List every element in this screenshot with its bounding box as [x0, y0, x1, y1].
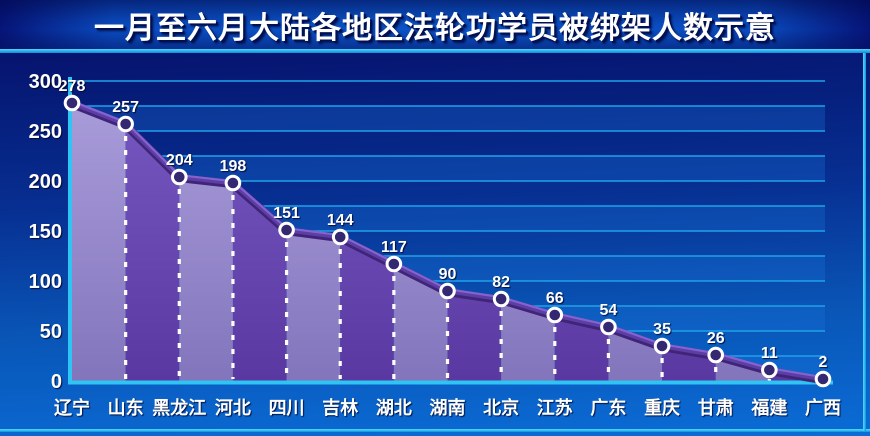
y-tick-label: 0	[51, 371, 62, 393]
data-point-黑龙江	[170, 168, 188, 186]
value-label: 2	[819, 354, 828, 371]
data-point-markers	[63, 94, 832, 388]
data-point-广西	[814, 370, 832, 388]
y-tick-label: 250	[29, 121, 62, 143]
category-label-湖南: 湖南	[430, 397, 466, 418]
data-point-福建	[761, 361, 778, 379]
category-label-山东: 山东	[108, 397, 144, 418]
x-axis-category-labels: 辽宁 山东 黑龙江 河北 四川 吉林 湖北 湖南 北京 江苏 广东 重庆 甘肃 福建 广西	[54, 397, 841, 418]
category-label-河北: 河北	[215, 398, 251, 418]
data-point-吉林	[331, 228, 349, 246]
data-point-甘肃	[707, 346, 725, 364]
value-label: 151	[273, 205, 300, 222]
slide-bottom-border	[0, 429, 870, 432]
axes	[68, 77, 833, 385]
category-label-湖北: 湖北	[376, 398, 412, 418]
category-label-辽宁: 辽宁	[54, 397, 90, 418]
data-point-重庆	[653, 337, 671, 355]
data-point-河北	[224, 174, 242, 192]
data-point-江苏	[546, 306, 564, 324]
title-band: 一月至六月大陆各地区法轮功学员被绑架人数示意	[0, 0, 870, 49]
category-label-广西: 广西	[805, 397, 841, 418]
data-point-湖北	[385, 255, 403, 273]
y-axis-labels: 300 250 200 150 100 50 0	[29, 71, 62, 393]
y-tick-label: 200	[29, 171, 62, 193]
area-fill-columns	[72, 103, 823, 381]
category-label-北京: 北京	[483, 397, 519, 418]
y-tick-label: 50	[40, 321, 62, 343]
value-label: 198	[220, 158, 247, 175]
category-label-黑龙江: 黑龙江	[152, 397, 206, 418]
y-tick-label: 300	[29, 71, 62, 93]
data-point-四川	[278, 221, 295, 239]
data-point-广东	[600, 318, 617, 336]
value-label: 204	[166, 152, 193, 169]
chart-title: 一月至六月大陆各地区法轮功学员被绑架人数示意	[94, 11, 776, 45]
value-label: 11	[761, 345, 778, 362]
category-label-重庆: 重庆	[644, 397, 680, 418]
value-label: 82	[492, 274, 510, 291]
category-label-福建: 福建	[750, 397, 787, 418]
value-label: 144	[327, 212, 354, 229]
value-label: 54	[600, 302, 618, 319]
category-droplines	[124, 136, 771, 382]
data-point-湖南	[439, 282, 456, 300]
category-label-广东: 广东	[590, 397, 626, 418]
value-labels: 278 257 204 198 151 144 117 90 82 66 54 35 26 11 2	[59, 78, 828, 371]
value-label: 117	[381, 239, 407, 256]
y-tick-label: 100	[29, 271, 62, 293]
value-label: 26	[707, 330, 725, 347]
category-label-江苏: 江苏	[537, 397, 573, 418]
category-label-吉林: 吉林	[322, 397, 358, 418]
data-point-辽宁	[63, 94, 81, 112]
category-label-四川: 四川	[269, 398, 305, 418]
value-label: 257	[112, 99, 139, 116]
value-label: 278	[59, 78, 86, 95]
slide-right-border	[863, 53, 866, 431]
data-point-北京	[492, 290, 510, 308]
category-label-甘肃: 甘肃	[698, 397, 734, 418]
y-tick-label: 150	[29, 221, 62, 243]
data-point-山东	[117, 115, 134, 133]
title-separator-line	[0, 49, 870, 53]
value-label: 35	[653, 321, 671, 338]
value-label: 66	[546, 290, 564, 307]
value-label: 90	[439, 266, 457, 283]
